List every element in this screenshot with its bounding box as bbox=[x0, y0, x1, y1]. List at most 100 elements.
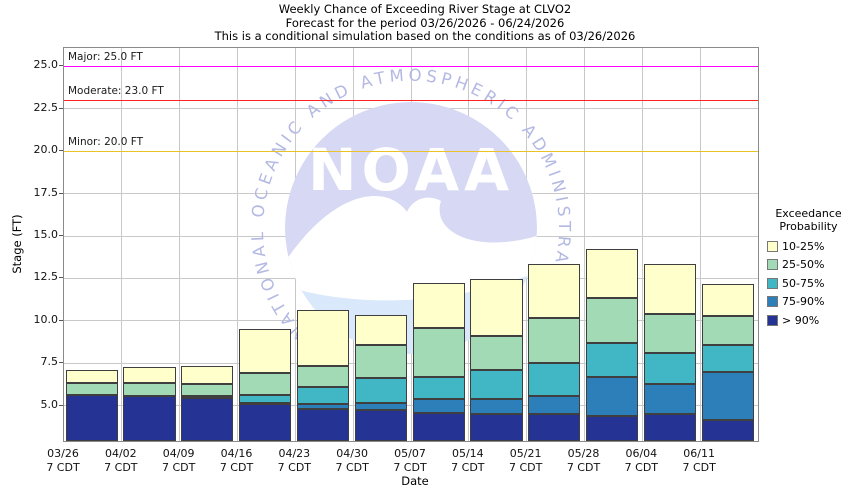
bar-segment bbox=[412, 327, 465, 378]
legend-label: 50-75% bbox=[782, 276, 825, 290]
x-tick-label: 04/02 7 CDT bbox=[104, 447, 138, 474]
bar-segment bbox=[701, 315, 754, 345]
bar-segment bbox=[412, 377, 465, 400]
bar-segment bbox=[123, 383, 176, 396]
legend-entry: 10-25% bbox=[767, 237, 850, 256]
legend-swatch bbox=[767, 240, 778, 252]
reference-label-moderate: Moderate: 23.0 FT bbox=[68, 85, 164, 97]
bar-segment bbox=[528, 317, 581, 364]
chart-subtitle2: This is a conditional simulation based o… bbox=[214, 29, 636, 43]
y-tick-mark bbox=[59, 107, 63, 109]
bar-segment bbox=[586, 248, 639, 299]
y-tick-label: 17.5 bbox=[33, 185, 59, 199]
bar-segment bbox=[296, 366, 350, 388]
x-tick-label: 03/26 7 CDT bbox=[46, 447, 80, 474]
bar-segment bbox=[296, 404, 350, 410]
bar-segment bbox=[586, 377, 639, 417]
bar-segment bbox=[528, 395, 581, 415]
x-tick-label: 05/07 7 CDT bbox=[393, 447, 427, 474]
y-tick-label: 22.5 bbox=[33, 100, 59, 114]
legend-entry: 25-50% bbox=[767, 256, 850, 275]
bar-segment bbox=[701, 419, 754, 441]
legend-label: 10-25% bbox=[782, 239, 825, 253]
legend-label: > 90% bbox=[782, 313, 820, 327]
legend-label: 75-90% bbox=[782, 295, 825, 309]
bar-segment bbox=[586, 343, 639, 378]
y-tick-mark bbox=[59, 319, 63, 321]
bar-segment bbox=[239, 394, 292, 403]
x-axis-label: Date bbox=[401, 474, 429, 488]
plot-area: NATIONAL OCEANIC AND ATMOSPHERIC ADMINIS… bbox=[63, 47, 759, 442]
x-tick-label: 06/11 7 CDT bbox=[682, 447, 716, 474]
x-tick-label: 06/04 7 CDT bbox=[624, 447, 659, 474]
bar-segment bbox=[701, 283, 754, 316]
legend-swatch bbox=[767, 314, 778, 326]
x-tick-label: 04/09 7 CDT bbox=[161, 447, 196, 474]
bar-segment bbox=[354, 410, 407, 441]
bar-segment bbox=[123, 395, 176, 441]
gridline-vertical bbox=[641, 48, 643, 441]
bar-segment bbox=[701, 371, 754, 420]
y-tick-label: 20.0 bbox=[33, 143, 59, 156]
bar-segment bbox=[65, 383, 118, 395]
gridline-vertical bbox=[237, 48, 238, 441]
legend-entry: 75-90% bbox=[767, 293, 850, 312]
chart-title: Weekly Chance of Exceeding River Stage a… bbox=[278, 2, 572, 16]
bar-segment bbox=[354, 315, 407, 345]
bar-segment bbox=[181, 395, 234, 399]
bar-segment bbox=[528, 363, 581, 396]
bar-segment bbox=[181, 366, 234, 384]
gridline-vertical bbox=[352, 48, 354, 441]
reference-line-minor bbox=[64, 150, 758, 152]
legend-entry: > 90% bbox=[767, 311, 850, 330]
y-tick-label: 10.0 bbox=[33, 312, 59, 326]
legend-entries: 10-25% 25-50% 50-75% 75-90% > 90% bbox=[767, 237, 850, 330]
bar-segment bbox=[643, 414, 697, 441]
bar-segment bbox=[239, 404, 292, 441]
x-tick-label: 04/23 7 CDT bbox=[277, 447, 312, 474]
y-tick-mark bbox=[59, 277, 63, 279]
legend-entry: 50-75% bbox=[767, 274, 850, 293]
reference-line-moderate bbox=[64, 99, 758, 101]
legend-swatch bbox=[767, 259, 778, 271]
bar-segment bbox=[296, 409, 350, 441]
y-tick-label: 5.0 bbox=[40, 397, 59, 411]
legend: Exceedance Probability 10-25% 25-50% 50-75… bbox=[767, 207, 850, 330]
bar-segment bbox=[470, 279, 523, 337]
y-tick-mark bbox=[59, 65, 63, 67]
reference-line-major bbox=[64, 65, 758, 67]
y-tick-mark bbox=[59, 362, 63, 364]
x-tick-label: 05/14 7 CDT bbox=[451, 447, 485, 474]
gridline-vertical bbox=[121, 48, 123, 441]
gridline-vertical bbox=[179, 48, 181, 441]
bar-segment bbox=[239, 329, 292, 373]
gridline-vertical bbox=[584, 48, 585, 441]
bar-segment bbox=[123, 366, 176, 384]
x-tick-label: 04/16 7 CDT bbox=[219, 447, 254, 474]
bar-segment bbox=[412, 282, 465, 328]
legend-swatch bbox=[767, 277, 778, 289]
bar-segment bbox=[470, 399, 523, 415]
y-tick-mark bbox=[59, 150, 63, 151]
bar-segment bbox=[528, 414, 581, 441]
legend-label: 25-50% bbox=[782, 258, 825, 272]
chart-titles: Weekly Chance of Exceeding River Stage a… bbox=[0, 2, 850, 44]
bar-segment bbox=[470, 370, 523, 400]
bar-segment bbox=[65, 394, 118, 441]
gridline-vertical bbox=[699, 48, 701, 441]
bar-segment bbox=[586, 298, 639, 344]
bar-segment bbox=[643, 383, 697, 415]
bar-segment bbox=[470, 414, 523, 441]
reference-label-major: Major: 25.0 FT bbox=[68, 51, 143, 64]
bar-segment bbox=[528, 264, 581, 318]
gridline-vertical bbox=[526, 48, 528, 441]
legend-title: Exceedance Probability bbox=[775, 207, 842, 233]
y-tick-label: 25.0 bbox=[33, 58, 59, 72]
bar-segment bbox=[354, 344, 407, 378]
bar-segment bbox=[412, 399, 465, 413]
bar-segment bbox=[586, 416, 639, 441]
bar-segment bbox=[701, 344, 754, 372]
bar-segment bbox=[296, 309, 350, 367]
bar-segment bbox=[296, 387, 350, 405]
bar-segment bbox=[470, 336, 523, 371]
